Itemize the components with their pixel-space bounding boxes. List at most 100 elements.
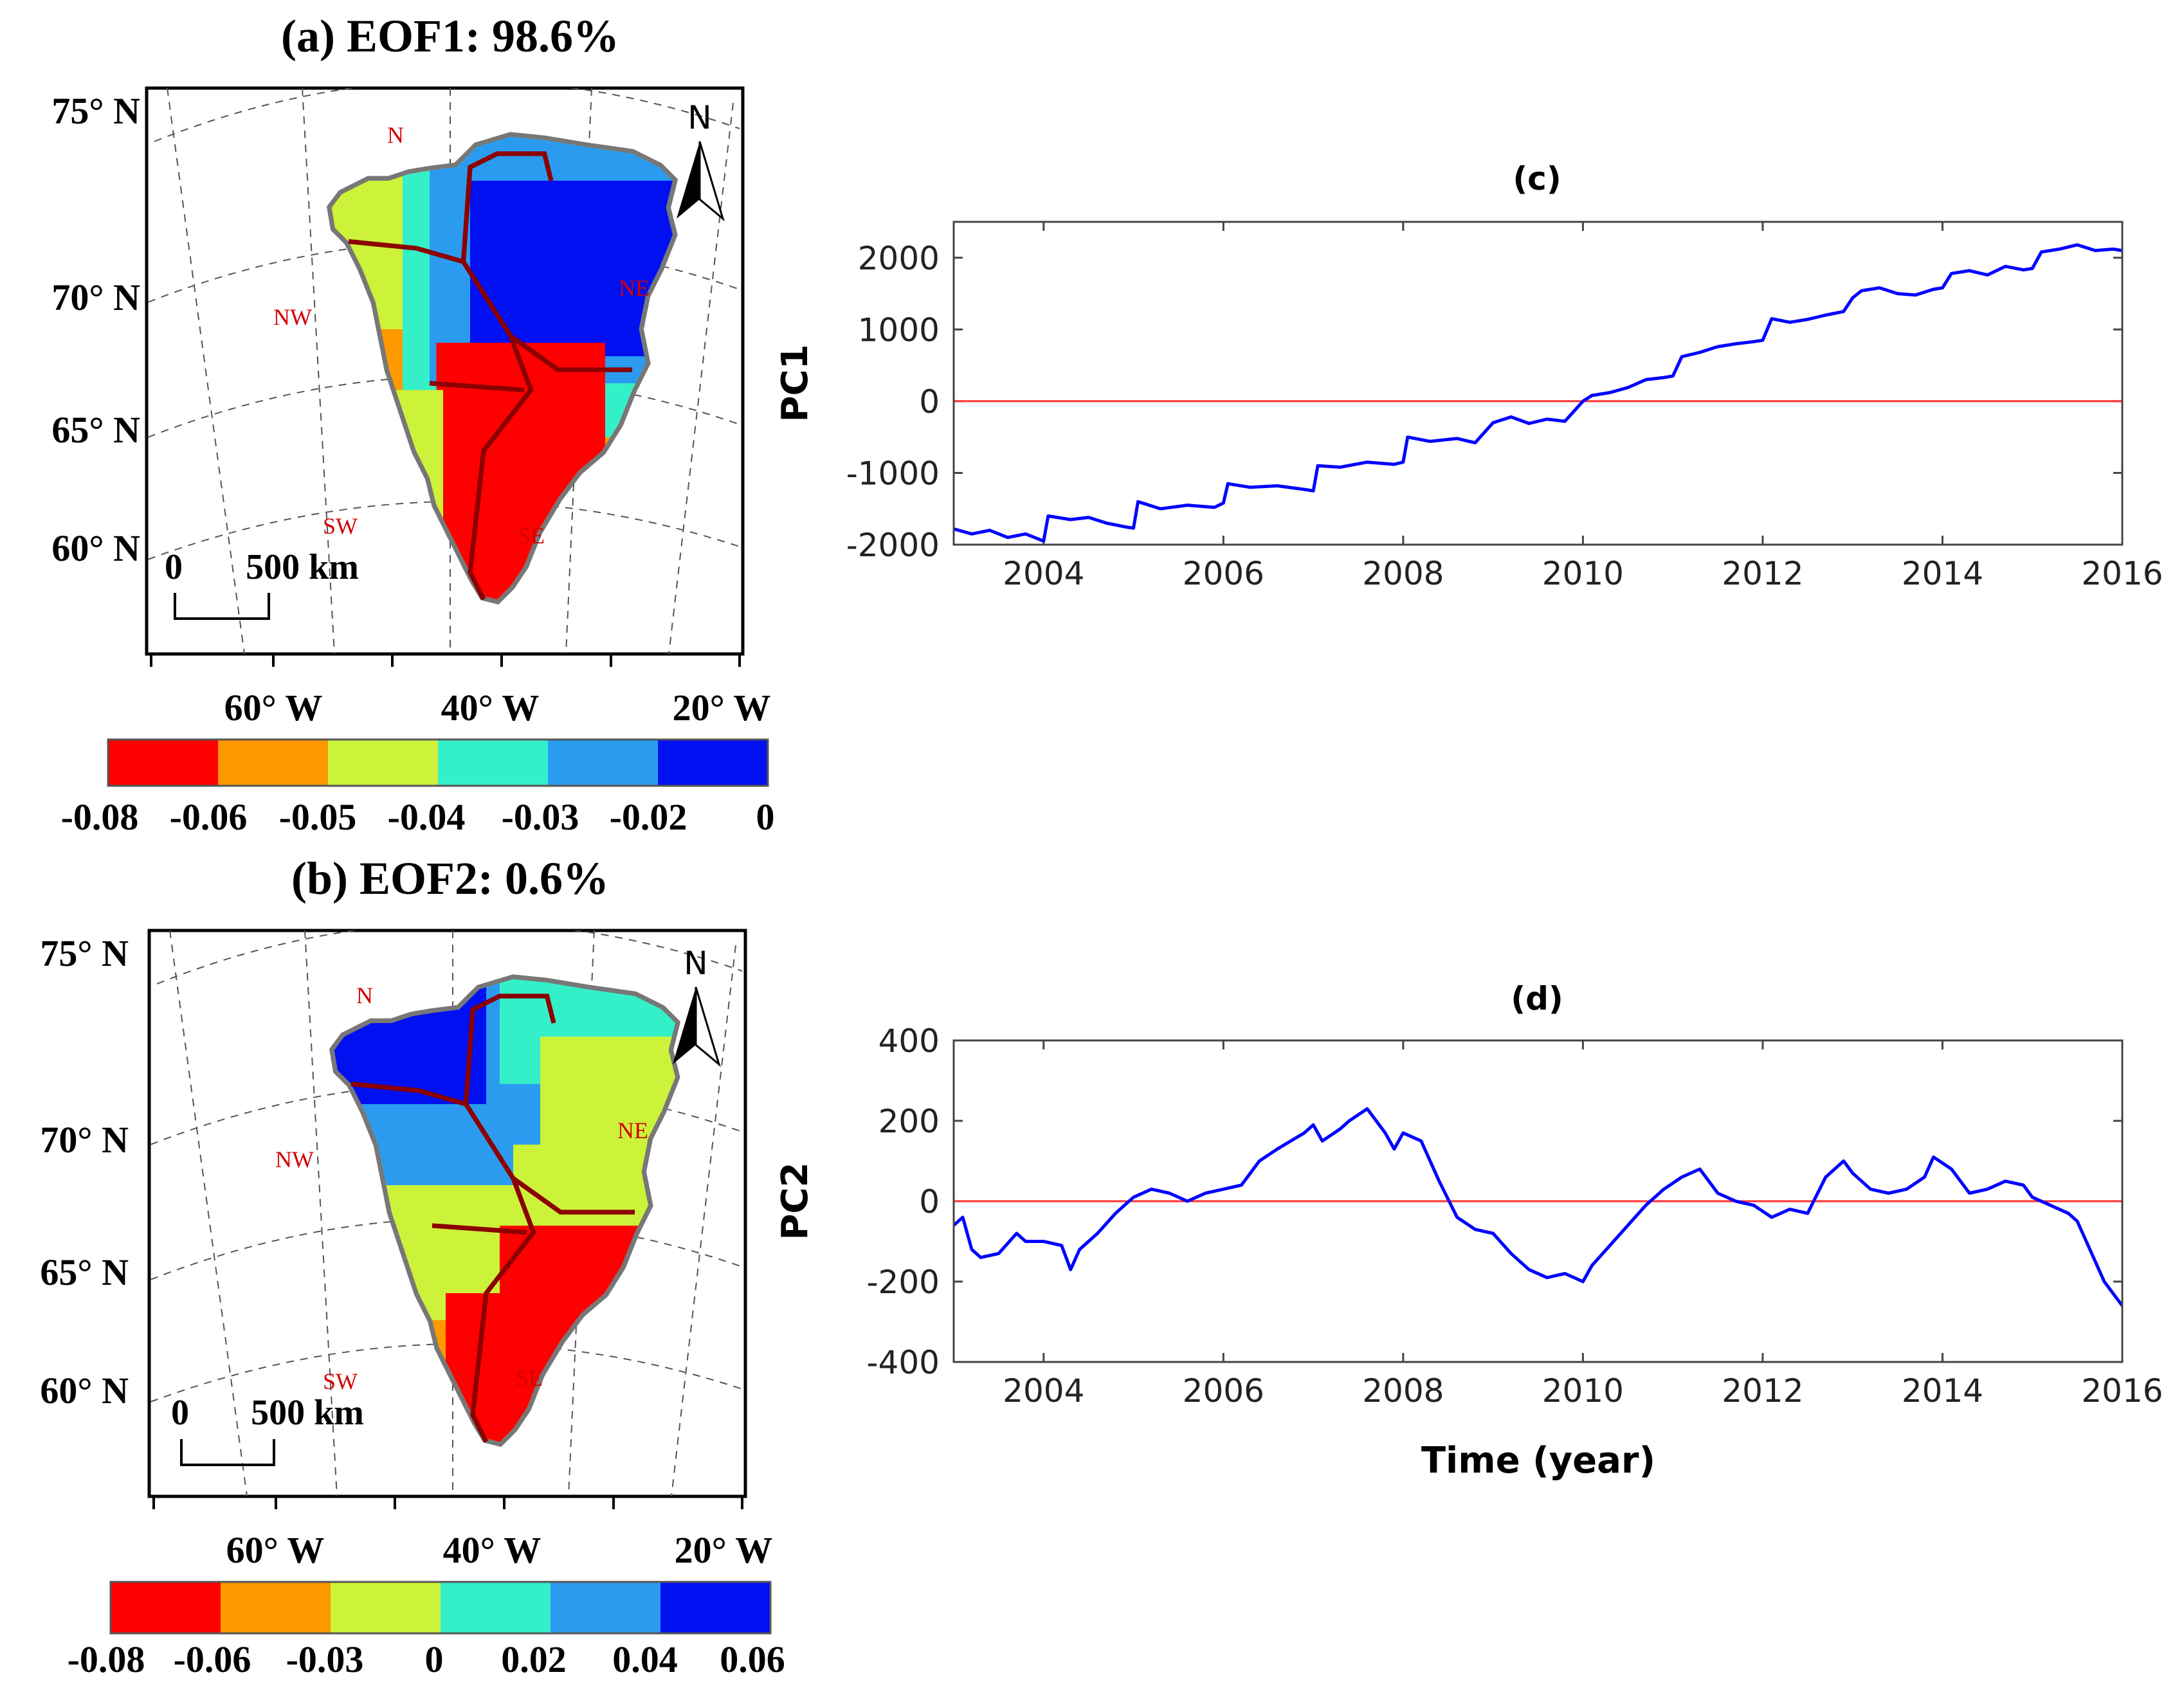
colorbar-a-tick-1: -0.06 <box>170 796 248 838</box>
map-a-lat-65: 65° N <box>51 409 140 451</box>
colorbar-b-swatch-1 <box>221 1582 331 1633</box>
colorbar-a-tick-3: -0.04 <box>388 796 466 838</box>
colorbar-b-tick-2: -0.03 <box>286 1638 364 1680</box>
map-a-lat-60: 60° N <box>51 527 140 569</box>
colorbar-b-tick-6: 0.06 <box>720 1638 785 1680</box>
colorbar-b-tick-3: 0 <box>425 1638 444 1680</box>
chart-d-title: (d) <box>1511 980 1563 1017</box>
colorbar-a-swatch-0 <box>108 740 218 786</box>
map-b-lat-65: 65° N <box>40 1251 129 1293</box>
colorbar-a-swatch-2 <box>328 740 438 786</box>
map-b-lon-40w: 40° W <box>443 1529 541 1571</box>
map-b-scale-bar: 0 500 km <box>171 1393 364 1466</box>
chart-c-ytick-label-1: -1000 <box>846 455 940 492</box>
chart-c-ytick-label-4: 2000 <box>858 240 940 277</box>
colorbar-a-tick-6: 0 <box>756 796 775 838</box>
map-a-lon-20w: 20° W <box>673 687 771 729</box>
map-b-region-sw: SW <box>323 1368 358 1394</box>
chart-d-ytick-label-0: -400 <box>867 1344 940 1381</box>
map-b-lon-ticks <box>152 1496 743 1509</box>
colorbar-a-tick-2: -0.05 <box>279 796 357 838</box>
chart-c-xtick-label-5: 2014 <box>1902 555 1983 592</box>
chart-d: (d) PC2 Time (year) -400 -200 0 200 400 2004 2… <box>774 980 2163 1482</box>
map-a-colorbar: -0.08 -0.06 -0.05 -0.04 -0.03 -0.02 0 <box>61 738 775 838</box>
map-a-north-arrow: N <box>677 99 725 222</box>
colorbar-b-ticks: -0.08 -0.06 -0.03 0 0.02 0.04 0.06 <box>68 1638 785 1680</box>
map-a-region-se: SE <box>518 523 545 549</box>
map-b-title: (b) EOF2: 0.6% <box>291 853 609 904</box>
colorbar-b-swatch-0 <box>111 1582 221 1633</box>
map-a-lon-40w: 40° W <box>441 687 540 729</box>
chart-d-xtick-label-2: 2008 <box>1362 1372 1444 1410</box>
chart-c-xtick-label-3: 2010 <box>1542 555 1624 592</box>
map-b-scale-zero: 0 <box>171 1393 189 1433</box>
chart-c-xtick-label-1: 2006 <box>1183 555 1264 592</box>
chart-d-xtick-label-1: 2006 <box>1183 1372 1264 1410</box>
map-b-lon-labels: 60° W 40° W 20° W <box>226 1529 773 1571</box>
map-a-lat-labels: 75° N 70° N 65° N 60° N <box>51 90 140 569</box>
chart-c-ylabel: PC1 <box>774 344 816 422</box>
chart-d-ylabel: PC2 <box>774 1162 816 1240</box>
chart-d-xlabel: Time (year) <box>1421 1440 1655 1482</box>
colorbar-a-swatch-1 <box>218 740 328 786</box>
chart-c: (c) PC1 -2000 -1000 0 1000 2000 2004 2006 2008 2… <box>774 160 2163 592</box>
map-b-scale-label: 500 km <box>251 1393 364 1433</box>
chart-d-xtick-label-3: 2010 <box>1542 1372 1624 1410</box>
map-b-lat-70: 70° N <box>40 1119 129 1161</box>
colorbar-a-tick-5: -0.02 <box>610 796 687 838</box>
chart-c-ytick-label-0: -2000 <box>846 527 940 564</box>
colorbar-a-tick-4: -0.03 <box>502 796 579 838</box>
map-a-region-sw: SW <box>323 513 358 539</box>
chart-d-xtick-label-6: 2016 <box>2081 1372 2163 1410</box>
map-panel-b: (b) EOF2: 0.6% <box>40 853 785 1680</box>
map-b-region-n: N <box>356 983 373 1008</box>
chart-c-axes: -2000 -1000 0 1000 2000 2004 2006 2008 2010 2012 2… <box>846 222 2163 592</box>
chart-d-ytick-label-4: 400 <box>878 1022 940 1060</box>
colorbar-b-swatch-4 <box>551 1582 660 1633</box>
colorbar-a-swatch-3 <box>438 740 548 786</box>
map-b-lat-60: 60° N <box>40 1370 129 1411</box>
colorbar-b-swatch-2 <box>331 1582 441 1633</box>
chart-d-xtick-label-5: 2014 <box>1902 1372 1983 1410</box>
map-b-lon-60w: 60° W <box>226 1529 325 1571</box>
chart-c-xtick-label-4: 2012 <box>1722 555 1803 592</box>
colorbar-b-swatch-3 <box>441 1582 551 1633</box>
colorbar-a-tick-0: -0.08 <box>61 796 139 838</box>
chart-c-frame <box>952 221 2124 546</box>
chart-d-series-line <box>954 1107 2122 1307</box>
map-b-lat-75: 75° N <box>40 932 129 974</box>
chart-d-xtick-label-4: 2012 <box>1722 1372 1803 1410</box>
map-a-scale-zero: 0 <box>165 547 183 587</box>
colorbar-b-tick-4: 0.02 <box>501 1638 567 1680</box>
chart-d-axes: -400 -200 0 200 400 2004 2006 2008 2010 2012 2014 2… <box>867 1022 2163 1410</box>
map-a-lat-70: 70° N <box>51 277 140 318</box>
map-b-lon-20w: 20° W <box>675 1529 773 1571</box>
chart-c-xtick-label-0: 2004 <box>1003 555 1084 592</box>
colorbar-b-swatches <box>111 1582 770 1633</box>
map-b-region-nw: NW <box>275 1147 314 1172</box>
chart-c-title: (c) <box>1513 160 1561 197</box>
chart-d-ytick-label-3: 200 <box>878 1103 940 1140</box>
map-b-region-ne: NE <box>617 1118 648 1143</box>
colorbar-a-swatch-5 <box>658 740 768 786</box>
colorbar-b-tick-1: -0.06 <box>174 1638 251 1680</box>
colorbar-b-tick-0: -0.08 <box>68 1638 145 1680</box>
map-a-lon-ticks <box>150 654 741 667</box>
map-b-north-label: N <box>684 945 707 982</box>
map-b-north-arrow: N <box>673 945 721 1067</box>
map-a-region-nw: NW <box>273 304 312 330</box>
chart-d-xtick-label-0: 2004 <box>1003 1372 1084 1410</box>
map-a-north-label: N <box>687 99 711 136</box>
map-a-region-n: N <box>387 122 404 148</box>
map-a-lon-60w: 60° W <box>224 687 323 729</box>
map-a-scale-bar: 0 500 km <box>165 547 359 620</box>
map-a-title: (a) EOF1: 98.6% <box>281 10 619 62</box>
map-panel-a: (a) EOF1: 98.6% <box>51 10 774 838</box>
chart-c-ytick-label-2: 0 <box>919 383 940 421</box>
colorbar-b-tick-5: 0.04 <box>612 1638 678 1680</box>
map-a-region-ne: NE <box>619 275 650 301</box>
colorbar-a-swatches <box>108 740 768 786</box>
chart-d-ytick-label-2: 0 <box>919 1183 940 1221</box>
map-b-lat-labels: 75° N 70° N 65° N 60° N <box>40 932 129 1411</box>
